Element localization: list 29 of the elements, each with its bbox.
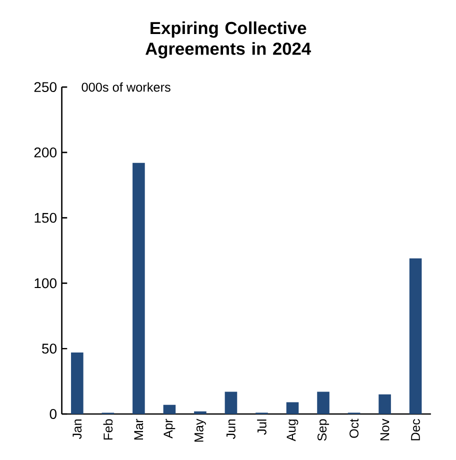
bar [70, 352, 84, 414]
x-tick-label: Sep [317, 419, 329, 441]
bar [286, 402, 299, 414]
x-tick-label: Feb [103, 419, 113, 440]
bar [224, 392, 238, 414]
bar [378, 394, 391, 414]
x-tick-label: May [194, 418, 206, 442]
chart-title: Expiring Collective Agreements in 2024 [145, 21, 311, 58]
y-tick-label: 100 [34, 278, 56, 288]
x-tick-label: Nov [380, 418, 390, 440]
x-tick-label: Dec [411, 419, 420, 440]
y-tick-label: 200 [34, 147, 56, 158]
y-tick-label: 250 [34, 82, 56, 92]
y-axis-title: 000s of workers [82, 82, 170, 92]
x-tick-label: Jun [226, 420, 236, 439]
bar [163, 404, 176, 414]
y-tick-label: 50 [42, 344, 56, 354]
x-tick-label: Jan [72, 420, 82, 439]
x-tick-label: Jul [256, 420, 266, 435]
bar [409, 258, 422, 414]
bar [194, 411, 206, 414]
x-tick-label: Aug [286, 420, 298, 442]
y-tick-label: 0 [50, 409, 56, 419]
bar [132, 162, 145, 414]
x-tick-label: Oct [349, 418, 358, 438]
x-tick-label: Mar [134, 418, 144, 440]
y-tick-label: 150 [34, 212, 56, 223]
bar [317, 392, 330, 414]
x-tick-label: Apr [164, 418, 176, 438]
